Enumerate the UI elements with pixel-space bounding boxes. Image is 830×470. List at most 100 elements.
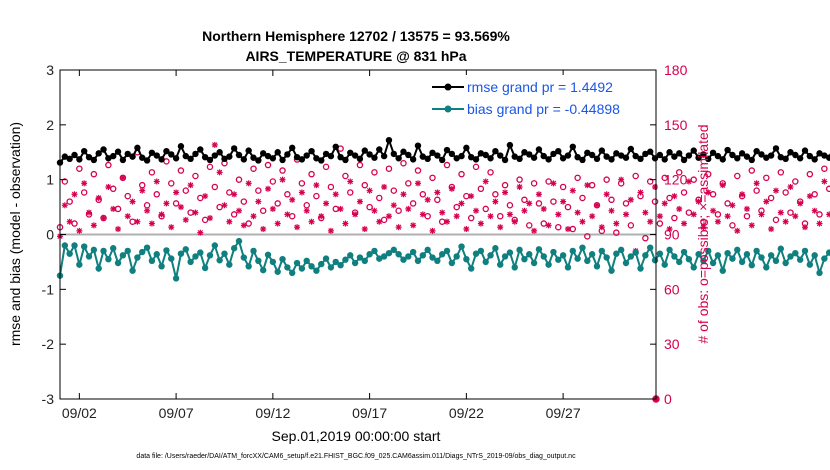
asterisk-stroke — [241, 222, 247, 229]
bias-point — [356, 254, 364, 261]
asterisk-stroke — [734, 228, 740, 234]
legend-bias-marker — [444, 105, 452, 113]
obs-assimilated-point — [284, 211, 291, 218]
bias-point — [371, 247, 378, 255]
rmse-point — [792, 151, 799, 159]
asterisk-stroke — [183, 217, 189, 223]
rmse-point — [177, 143, 185, 150]
y-axis-label-left: rmse and bias (model - observation) — [7, 122, 23, 346]
rmse-point — [700, 151, 707, 158]
x-axis-label: Sep.01,2019 00:00:00 start — [272, 428, 441, 444]
rmse-point — [443, 146, 451, 154]
asterisk-stroke — [86, 209, 92, 216]
y-axis-label-right: # of obs: o=possible; ×=assimilated — [695, 124, 711, 343]
bias-point — [748, 262, 755, 269]
obs-possible-point — [516, 176, 523, 183]
bias-point — [680, 248, 688, 256]
rmse-point — [298, 156, 306, 163]
obs-possible-point — [530, 180, 538, 187]
rmse-point — [429, 149, 436, 156]
legend-bias-label: bias grand pr = -0.44898 — [467, 101, 620, 117]
bias-point — [414, 257, 422, 265]
obs-assimilated-point — [110, 205, 117, 212]
bias-point — [501, 253, 509, 260]
obs-assimilated-point — [76, 227, 83, 234]
bias-point — [627, 253, 635, 260]
asterisk-stroke — [381, 184, 387, 190]
obs-assimilated-point — [216, 169, 223, 176]
rmse-point — [216, 149, 223, 156]
bias-point — [409, 248, 417, 256]
rmse-point — [221, 155, 228, 163]
asterisk-stroke — [753, 180, 760, 186]
bias-point — [429, 254, 436, 261]
asterisk-stroke — [816, 220, 823, 227]
rmse-point — [671, 153, 678, 160]
x-tick-label: 09/17 — [352, 405, 387, 421]
rmse-point — [134, 144, 141, 152]
asterisk-stroke — [400, 191, 407, 197]
bias-point — [221, 250, 228, 257]
rmse-point — [114, 148, 122, 155]
bias-point — [617, 246, 625, 254]
rmse-point — [342, 156, 349, 164]
obs-possible-point — [787, 209, 794, 216]
obs-assimilated-point — [642, 209, 649, 216]
bias-point — [526, 251, 533, 258]
obs-assimilated-point — [163, 200, 170, 207]
rmse-point — [661, 156, 668, 163]
asterisk-stroke — [550, 180, 557, 186]
obs-possible-point — [255, 187, 262, 194]
bias-point — [811, 252, 818, 259]
obs-possible-point — [555, 223, 562, 231]
obs-possible-point — [327, 183, 335, 191]
bias-point — [216, 257, 223, 264]
bias-point — [361, 257, 368, 265]
obs-assimilated-point — [661, 200, 668, 207]
asterisk-stroke — [647, 219, 653, 225]
obs-possible-point — [153, 191, 161, 198]
asterisk-stroke — [139, 187, 145, 194]
obs-assimilated-point — [676, 205, 683, 212]
obs-possible-point — [675, 169, 683, 176]
asterisk-stroke — [439, 209, 445, 216]
obs-possible-point — [409, 200, 417, 207]
rmse-point — [269, 155, 277, 162]
obs-assimilated-point — [90, 222, 97, 229]
obs-possible-point — [603, 176, 610, 183]
obs-possible-point — [148, 169, 156, 176]
obs-possible-point — [419, 191, 427, 198]
bias-point — [168, 255, 175, 262]
obs-assimilated-point — [574, 209, 581, 216]
asterisk-stroke — [192, 209, 199, 216]
obs-possible-point — [313, 192, 320, 200]
y-tick-label-right: 150 — [664, 117, 688, 133]
rmse-point — [192, 150, 199, 158]
bias-point — [76, 261, 83, 268]
obs-assimilated-point — [385, 213, 392, 220]
asterisk-stroke — [444, 219, 450, 225]
rmse-point — [158, 156, 165, 163]
rmse-point — [613, 150, 620, 157]
rmse-point — [279, 156, 286, 164]
rmse-point — [656, 151, 664, 159]
obs-assimilated-point — [531, 227, 538, 234]
y-tick-label-right: 30 — [664, 336, 680, 352]
obs-assimilated-point — [221, 202, 228, 209]
obs-assimilated-point — [192, 209, 199, 216]
rmse-point — [816, 150, 823, 157]
obs-assimilated-point — [444, 218, 451, 225]
bias-point — [85, 253, 93, 260]
asterisk-stroke — [71, 191, 78, 197]
asterisk-stroke — [681, 220, 687, 227]
rmse-point — [322, 150, 330, 158]
rmse-point — [588, 151, 596, 159]
asterisk-stroke — [802, 224, 808, 230]
asterisk-stroke — [420, 211, 426, 218]
rmse-point — [385, 136, 393, 144]
bias-point — [405, 253, 412, 260]
bias-point — [613, 250, 620, 257]
asterisk-stroke — [236, 208, 242, 214]
bias-point — [763, 264, 770, 271]
rmse-point — [284, 151, 291, 158]
